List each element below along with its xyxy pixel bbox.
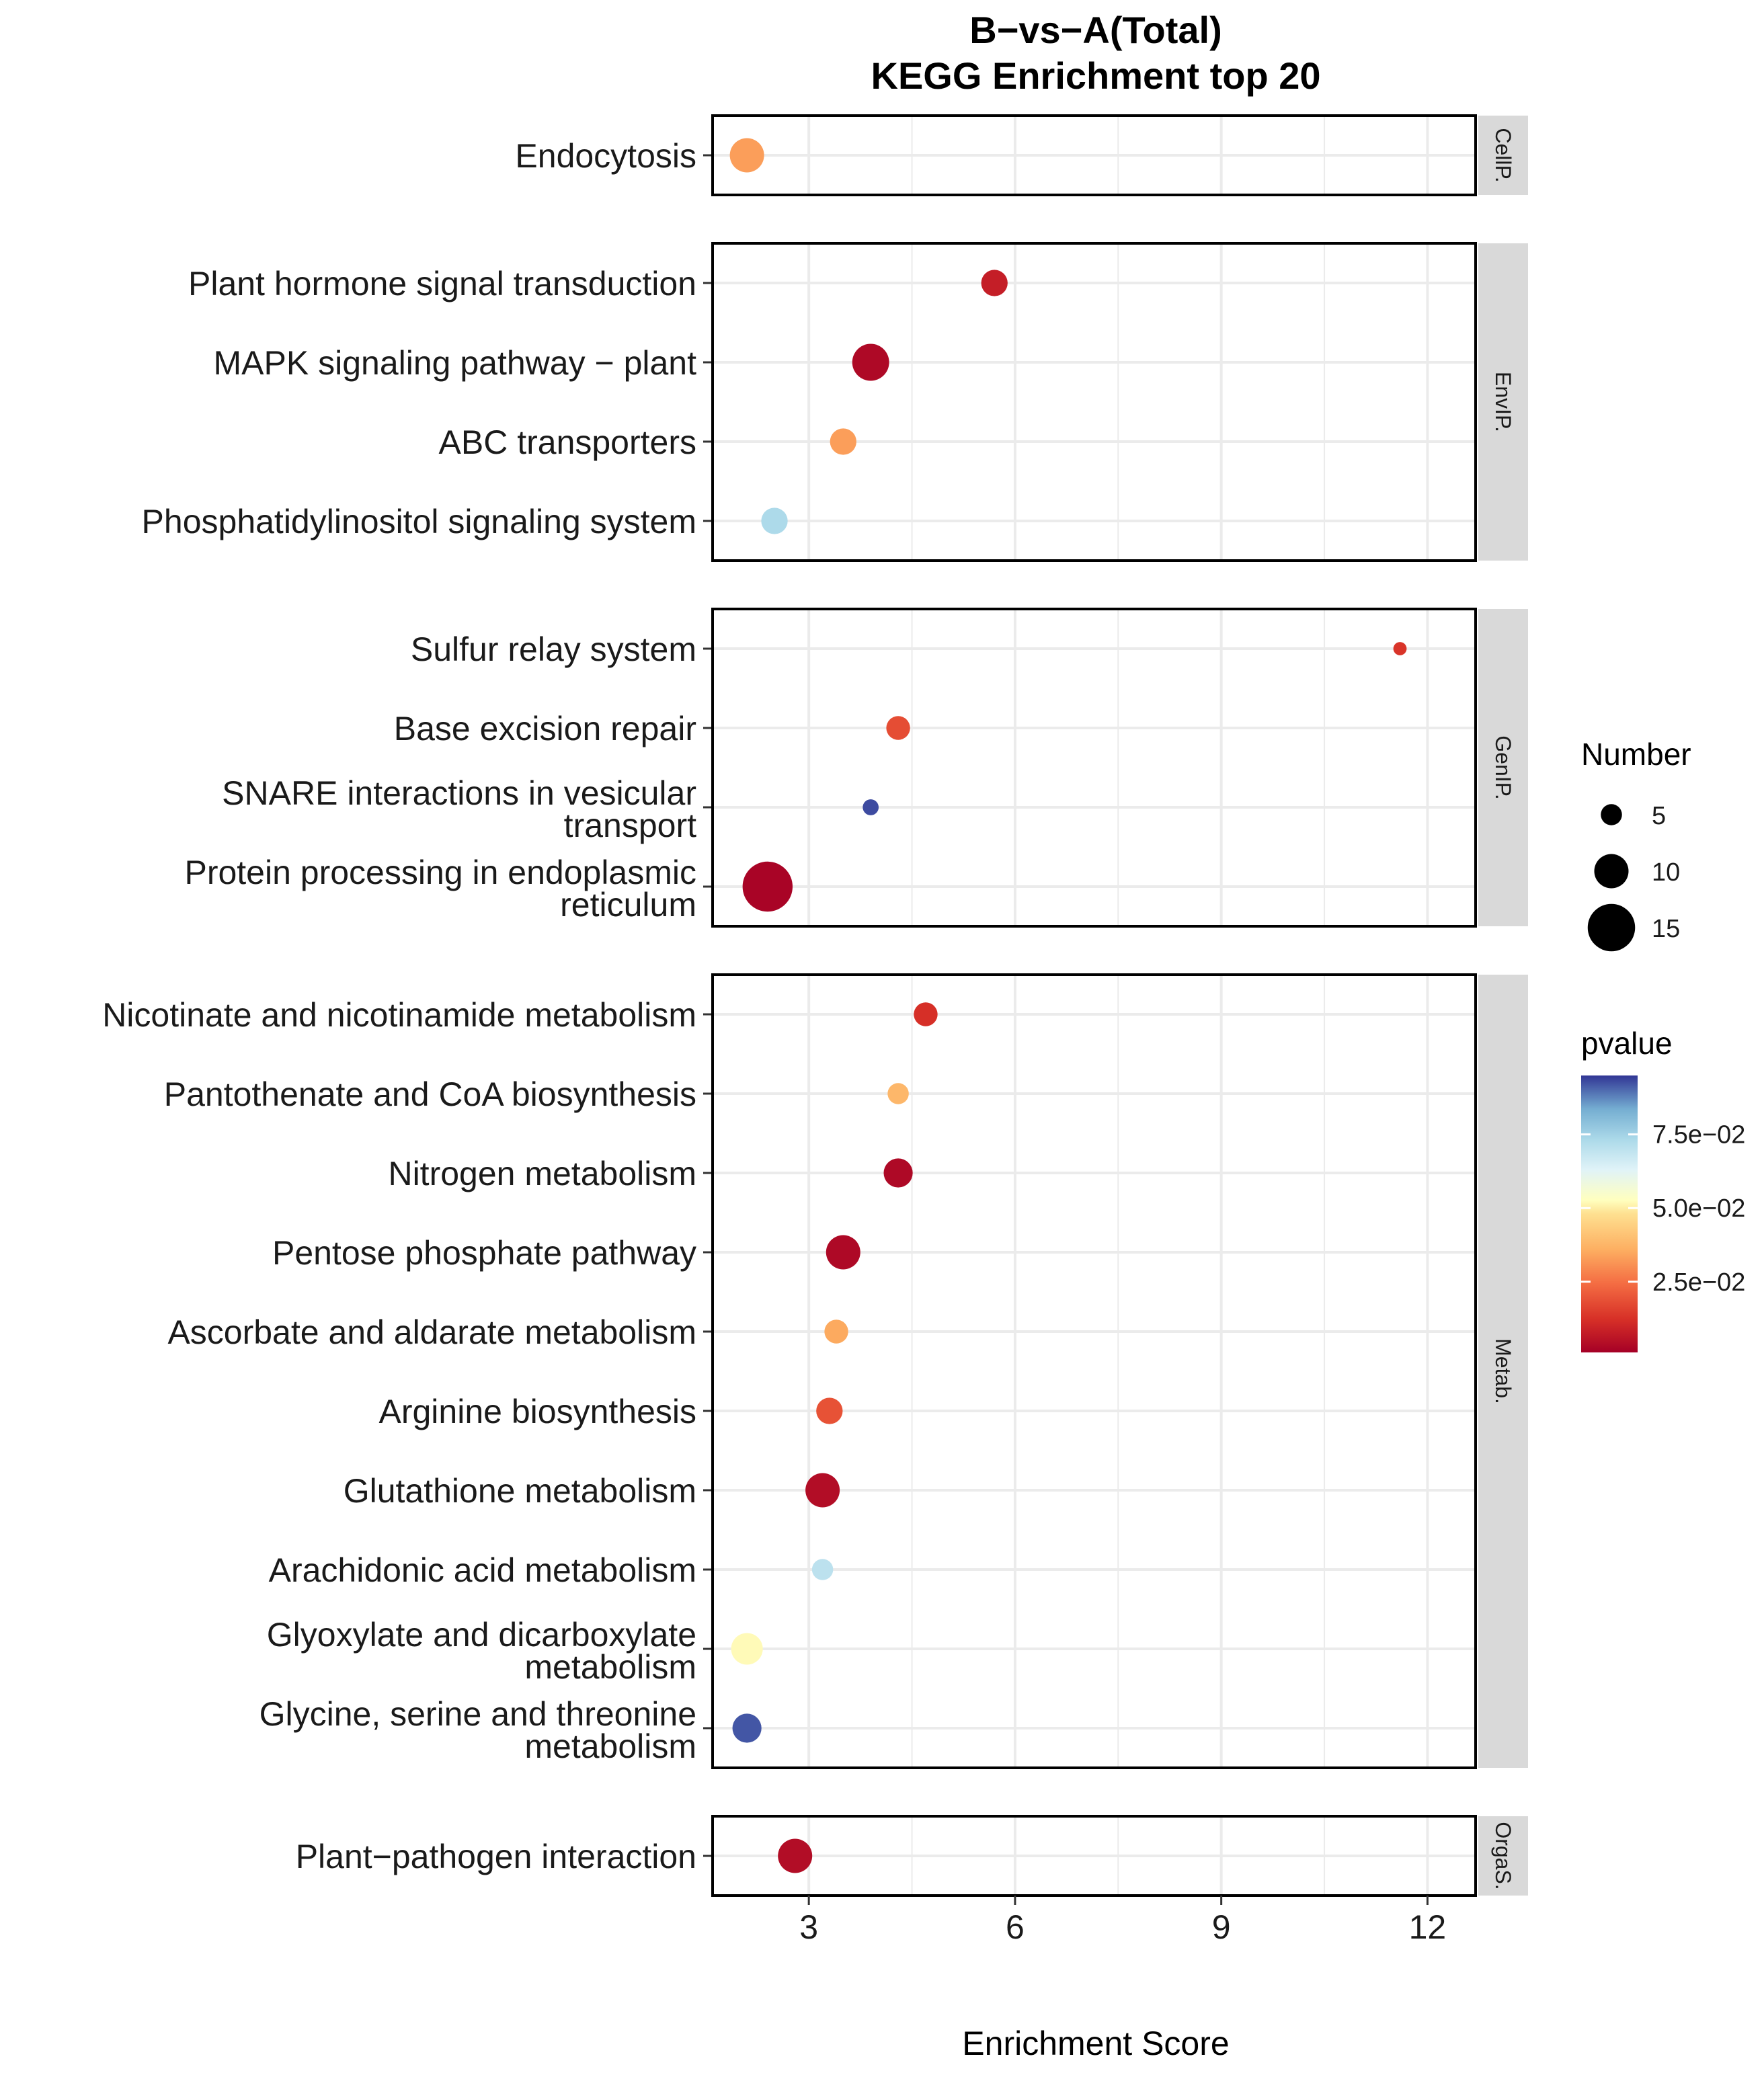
panel-border xyxy=(711,114,1477,196)
term-label-line: Protein processing in endoplasmic xyxy=(184,854,696,891)
term-label: SNARE interactions in vesicular transport xyxy=(222,774,696,844)
term-label-line: metabolism xyxy=(524,1728,696,1765)
panel-cellp: Endocytosis CellP. xyxy=(515,114,1528,196)
facet-strip xyxy=(1478,116,1528,195)
size-legend-key xyxy=(1601,804,1622,825)
data-point xyxy=(886,716,910,740)
panel-border xyxy=(711,608,1477,928)
data-point xyxy=(852,343,889,381)
size-legend-label: 10 xyxy=(1652,858,1680,887)
colorbar-label: 5.0e−02 xyxy=(1652,1194,1745,1223)
term-label: Nicotinate and nicotinamide metabolism xyxy=(102,996,696,1034)
term-label: MAPK signaling pathway − plant xyxy=(214,344,697,382)
panel-border xyxy=(711,1815,1477,1897)
facet-strip-label: EnvIP. xyxy=(1491,372,1515,432)
term-label: Arginine biosynthesis xyxy=(379,1393,697,1430)
x-axis-label: Enrichment Score xyxy=(962,2025,1229,2062)
facet-strip-label: GenIP. xyxy=(1491,735,1515,799)
data-point xyxy=(1393,642,1407,655)
chart-title-line1: B−vs−A(Total) xyxy=(969,9,1221,51)
data-point xyxy=(742,861,793,912)
panel-border xyxy=(711,242,1477,562)
term-label-line: SNARE interactions in vesicular xyxy=(222,774,696,812)
facet-strip xyxy=(1478,609,1528,926)
term-label-line: metabolism xyxy=(524,1648,696,1686)
data-point xyxy=(732,1713,762,1743)
panel-border xyxy=(711,973,1477,1769)
x-tick-label: 9 xyxy=(1212,1908,1231,1946)
size-legend-title: Number xyxy=(1581,737,1691,772)
term-label: Pentose phosphate pathway xyxy=(272,1234,696,1272)
panel-background xyxy=(713,609,1476,926)
size-legend-key xyxy=(1587,903,1636,952)
term-label: Ascorbate and aldarate metabolism xyxy=(167,1313,696,1351)
size-legend-key xyxy=(1594,854,1629,889)
data-point xyxy=(981,270,1008,296)
term-label: Glyoxylate and dicarboxylate metabolism xyxy=(267,1616,696,1686)
facet-strip xyxy=(1478,975,1528,1768)
data-point xyxy=(811,1559,834,1580)
term-label: Arachidonic acid metabolism xyxy=(269,1551,696,1589)
data-point xyxy=(830,428,856,455)
term-label: Glutathione metabolism xyxy=(344,1472,696,1510)
term-label: Phosphatidylinositol signaling system xyxy=(142,503,696,540)
colorbar xyxy=(1581,1075,1638,1352)
term-label: Base excision repair xyxy=(394,710,696,747)
chart-title-line2: KEGG Enrichment top 20 xyxy=(871,54,1321,97)
term-label: Glycine, serine and threonine metabolism xyxy=(259,1695,696,1765)
facet-strip-label: Metab. xyxy=(1491,1338,1515,1404)
panel-background xyxy=(713,243,1476,561)
data-point xyxy=(731,1633,763,1665)
panel-genip: Sulfur relay system Base excision repair S… xyxy=(184,608,1528,928)
term-label-line: Glyoxylate and dicarboxylate xyxy=(267,1616,696,1654)
color-legend: pvalue 2.5e−02 5.0e−02 7.5e−02 xyxy=(1581,1026,1745,1352)
facet-panels: Endocytosis CellP. Plant hormone signal tr… xyxy=(102,114,1528,1897)
color-legend-title: pvalue xyxy=(1581,1026,1673,1061)
data-point xyxy=(729,138,764,173)
facet-strip xyxy=(1478,243,1528,561)
term-label: Pantothenate and CoA biosynthesis xyxy=(164,1075,696,1113)
term-label: Nitrogen metabolism xyxy=(388,1155,696,1192)
data-point xyxy=(887,1083,909,1104)
facet-strip-label: CellP. xyxy=(1491,128,1515,182)
data-point xyxy=(805,1473,840,1508)
size-legend-label: 5 xyxy=(1652,802,1666,830)
term-label: Plant−pathogen interaction xyxy=(296,1838,696,1875)
chart-title: B−vs−A(Total) KEGG Enrichment top 20 xyxy=(871,9,1321,97)
term-label-line: reticulum xyxy=(560,886,696,924)
x-tick-label: 6 xyxy=(1006,1908,1025,1946)
data-point xyxy=(914,1002,938,1026)
colorbar-label: 7.5e−02 xyxy=(1652,1121,1745,1149)
size-legend-label: 15 xyxy=(1652,915,1680,943)
facet-strip xyxy=(1478,1816,1528,1896)
term-label: Sulfur relay system xyxy=(411,631,696,668)
term-label-line: transport xyxy=(564,807,696,844)
data-point xyxy=(883,1158,913,1188)
term-label: Endocytosis xyxy=(515,137,696,175)
panel-metab: Nicotinate and nicotinamide metabolism Pa… xyxy=(102,973,1528,1769)
size-legend: Number 5 10 15 xyxy=(1581,737,1691,952)
data-point xyxy=(863,799,879,815)
facet-strip-label: OrgaS. xyxy=(1491,1822,1515,1889)
term-label: Protein processing in endoplasmic reticul… xyxy=(184,854,696,924)
panel-orgas: Plant−pathogen interaction OrgaS. xyxy=(296,1815,1528,1897)
term-label: ABC transporters xyxy=(439,423,696,461)
x-tick-label: 3 xyxy=(799,1908,818,1946)
data-point xyxy=(778,1838,813,1873)
term-label-line: Glycine, serine and threonine xyxy=(259,1695,696,1733)
x-axis: 3 6 9 12 xyxy=(799,1896,1446,1946)
x-tick-label: 12 xyxy=(1409,1908,1447,1946)
colorbar-label: 2.5e−02 xyxy=(1652,1268,1745,1297)
data-point xyxy=(761,507,788,534)
term-label: Plant hormone signal transduction xyxy=(188,265,696,302)
panel-envip: Plant hormone signal transduction MAPK si… xyxy=(142,242,1528,562)
data-point xyxy=(816,1397,843,1424)
data-point xyxy=(826,1235,860,1270)
data-point xyxy=(824,1319,848,1344)
panel-background xyxy=(713,975,1476,1768)
